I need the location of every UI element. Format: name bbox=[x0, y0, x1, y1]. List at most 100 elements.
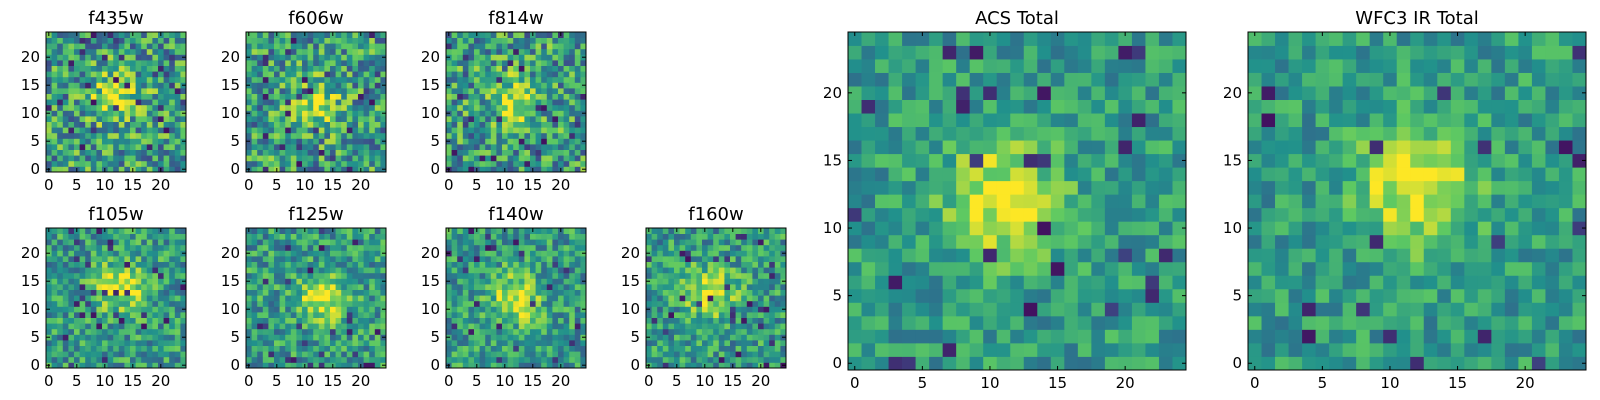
heatmap-cell bbox=[580, 295, 587, 302]
heatmap-cell bbox=[96, 244, 103, 251]
heatmap-cell bbox=[535, 323, 542, 330]
heatmap-cell bbox=[130, 54, 136, 61]
heatmap-cell bbox=[1104, 167, 1119, 182]
heatmap-cell bbox=[485, 127, 492, 134]
heatmap-cell bbox=[102, 278, 108, 285]
heatmap-cell bbox=[130, 312, 136, 318]
heatmap-cell bbox=[318, 312, 325, 318]
heatmap-cell bbox=[346, 116, 353, 122]
heatmap-cell bbox=[735, 244, 742, 251]
heatmap-cell bbox=[485, 323, 492, 330]
heatmap-cell bbox=[374, 121, 381, 128]
heatmap-cell bbox=[457, 155, 464, 162]
heatmap-cell bbox=[318, 256, 325, 262]
heatmap-cell bbox=[169, 284, 176, 290]
heatmap-cell bbox=[730, 239, 736, 246]
heatmap-cell bbox=[174, 312, 181, 318]
heatmap-cell bbox=[457, 289, 464, 296]
heatmap-cell bbox=[51, 132, 58, 139]
heatmap-cell bbox=[574, 228, 581, 234]
y-tick-label: 10 bbox=[21, 300, 40, 318]
heatmap-cell bbox=[380, 121, 387, 128]
heatmap-cell bbox=[346, 228, 353, 234]
heatmap-cell bbox=[113, 82, 120, 89]
heatmap-cell bbox=[330, 334, 336, 341]
heatmap-cell bbox=[1118, 234, 1133, 249]
heatmap-cell bbox=[79, 300, 86, 307]
heatmap-cell bbox=[848, 180, 862, 195]
heatmap-cell bbox=[358, 104, 364, 111]
heatmap-cell bbox=[513, 76, 520, 83]
heatmap-cell bbox=[324, 356, 331, 363]
heatmap-cell bbox=[46, 37, 52, 44]
heatmap-cell bbox=[446, 312, 452, 318]
heatmap-cell bbox=[174, 233, 181, 240]
heatmap-cell bbox=[251, 306, 258, 313]
heatmap-cell bbox=[290, 144, 297, 150]
heatmap-cell bbox=[674, 278, 680, 285]
heatmap-cell bbox=[942, 194, 957, 209]
heatmap-cell bbox=[546, 244, 553, 251]
heatmap-cell bbox=[774, 300, 781, 307]
heatmap-cell bbox=[668, 289, 675, 296]
heatmap-cell bbox=[296, 160, 303, 167]
heatmap-cell bbox=[130, 65, 136, 72]
heatmap-cell bbox=[685, 272, 692, 279]
heatmap-cell bbox=[169, 351, 176, 358]
heatmap-cell bbox=[341, 334, 348, 341]
heatmap-cell bbox=[369, 127, 376, 134]
heatmap-cell bbox=[296, 60, 303, 66]
heatmap-cell bbox=[246, 261, 252, 268]
heatmap-cell bbox=[262, 295, 269, 302]
heatmap-cell bbox=[535, 334, 542, 341]
heatmap-cell bbox=[563, 43, 570, 50]
heatmap-cell bbox=[713, 328, 720, 335]
heatmap-cell bbox=[51, 93, 58, 100]
heatmap-cell bbox=[268, 37, 275, 44]
heatmap-cell bbox=[541, 104, 548, 111]
heatmap-cell bbox=[90, 289, 97, 296]
heatmap-cell bbox=[180, 328, 187, 335]
heatmap-cell bbox=[152, 356, 159, 363]
heatmap-cell bbox=[124, 166, 131, 173]
heatmap-cell bbox=[152, 82, 159, 89]
heatmap-cell bbox=[451, 306, 458, 313]
heatmap-cell bbox=[457, 48, 464, 55]
heatmap-cell bbox=[780, 340, 787, 346]
heatmap-cell bbox=[257, 160, 264, 167]
heatmap-cell bbox=[374, 37, 381, 44]
heatmap-cell bbox=[552, 250, 559, 257]
heatmap-cell bbox=[330, 317, 336, 324]
heatmap-cell bbox=[57, 37, 64, 44]
heatmap-cell bbox=[330, 48, 336, 55]
heatmap-cell bbox=[363, 76, 370, 83]
heatmap-cell bbox=[462, 54, 469, 61]
heatmap-cell bbox=[769, 278, 776, 285]
heatmap-cell bbox=[290, 295, 297, 302]
heatmap-cell bbox=[107, 312, 114, 318]
heatmap-cell bbox=[468, 93, 475, 100]
heatmap-cell bbox=[518, 362, 525, 369]
heatmap-cell bbox=[46, 312, 52, 318]
heatmap-cell bbox=[180, 144, 187, 150]
heatmap-cell bbox=[113, 37, 120, 44]
heatmap-cell bbox=[713, 317, 720, 324]
heatmap-cell bbox=[358, 60, 364, 66]
heatmap-cell bbox=[535, 328, 542, 335]
heatmap-cell bbox=[163, 99, 170, 106]
heatmap-cell bbox=[1118, 221, 1133, 236]
heatmap-cell bbox=[268, 144, 275, 150]
heatmap-cell bbox=[363, 261, 370, 268]
heatmap-cell bbox=[96, 65, 103, 72]
heatmap-cell bbox=[702, 244, 708, 251]
heatmap-cell bbox=[57, 127, 64, 134]
heatmap-cell bbox=[358, 244, 364, 251]
heatmap-cell bbox=[257, 284, 264, 290]
heatmap-cell bbox=[485, 228, 492, 234]
heatmap-cell bbox=[374, 272, 381, 279]
heatmap-cell bbox=[307, 110, 314, 117]
heatmap-cell bbox=[118, 88, 125, 94]
heatmap-cell bbox=[130, 323, 136, 330]
heatmap-cell bbox=[380, 239, 387, 246]
